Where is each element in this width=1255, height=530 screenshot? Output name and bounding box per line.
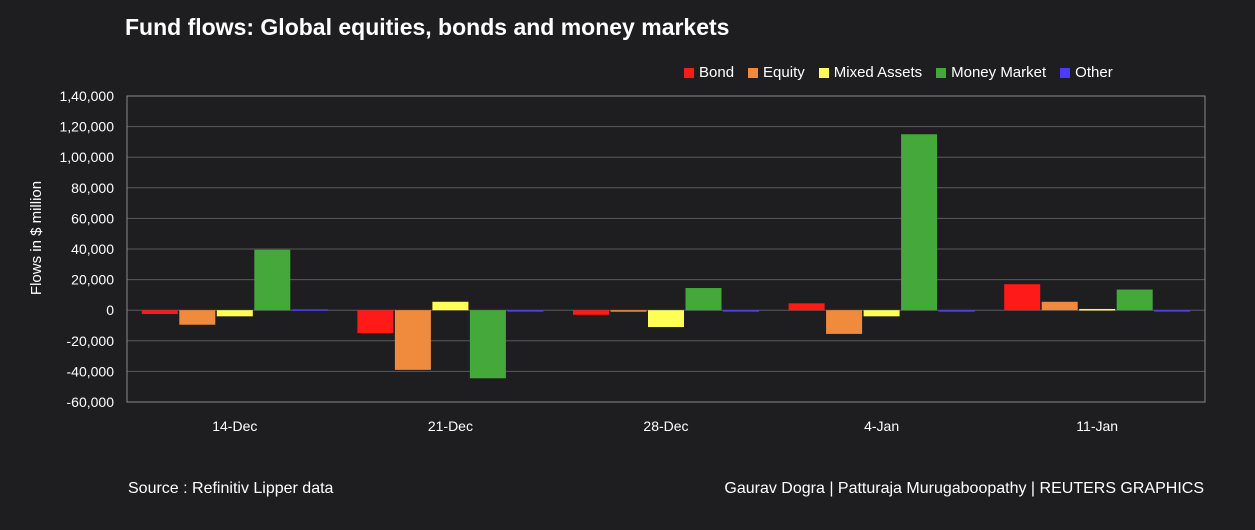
legend-item: Equity	[748, 64, 805, 81]
bar-equity	[179, 310, 216, 325]
y-tick-label: 1,20,000	[60, 119, 115, 135]
bar-money-market	[469, 310, 506, 379]
bar-equity	[610, 310, 647, 312]
legend-item: Mixed Assets	[818, 64, 923, 81]
bar-equity	[826, 310, 863, 334]
legend-swatch	[1060, 67, 1071, 78]
legend-label: Mixed Assets	[833, 64, 923, 81]
legend-item: Other	[1060, 64, 1113, 81]
legend-item: Bond	[684, 64, 734, 81]
y-tick-label: 1,40,000	[60, 88, 115, 104]
bar-mixed-assets	[863, 310, 900, 317]
legend-swatch	[936, 67, 947, 78]
bar-bond	[788, 303, 825, 311]
x-tick-label: 4-Jan	[864, 418, 899, 434]
bar-bond	[357, 310, 394, 334]
bar-money-market	[254, 249, 291, 311]
bar-equity	[394, 310, 431, 370]
source-note: Source : Refinitiv Lipper data	[128, 480, 334, 497]
x-tick-label: 21-Dec	[428, 418, 473, 434]
y-tick-label: -20,000	[67, 333, 115, 349]
bar-mixed-assets	[1079, 308, 1116, 311]
x-tick-label: 11-Jan	[1076, 418, 1118, 434]
chart-title: Fund flows: Global equities, bonds and m…	[125, 14, 730, 40]
legend-label: Other	[1075, 64, 1113, 81]
bar-bond	[573, 310, 609, 315]
y-tick-label: 40,000	[71, 241, 114, 257]
bar-mixed-assets	[216, 310, 253, 317]
y-tick-label: -60,000	[67, 394, 115, 410]
legend-item: Money Market	[936, 64, 1046, 81]
bar-other	[723, 310, 759, 312]
legend-label: Bond	[699, 64, 735, 81]
y-tick-label: 20,000	[71, 272, 114, 288]
y-tick-label: 1,00,000	[60, 149, 115, 165]
y-tick-label: 80,000	[71, 180, 114, 196]
bar-other	[1154, 310, 1191, 312]
chart-legend: Bond Equity Mixed Assets Money Market Other	[684, 64, 1127, 81]
bar-bond	[1004, 284, 1041, 311]
plot-border	[126, 95, 1206, 403]
legend-swatch	[818, 67, 829, 78]
credit-note: Gaurav Dogra | Patturaja Murugaboopathy …	[724, 480, 1204, 497]
y-axis-label: Flows in $ million	[28, 181, 45, 295]
x-tick-label: 14-Dec	[212, 418, 257, 434]
y-tick-label: -40,000	[67, 363, 115, 379]
bar-equity	[1041, 301, 1078, 311]
legend-swatch	[748, 67, 759, 78]
y-tick-label: 0	[106, 302, 114, 318]
bar-money-market	[685, 288, 722, 311]
bar-other	[938, 310, 975, 312]
bar-mixed-assets	[432, 301, 469, 311]
bar-money-market	[901, 134, 938, 311]
bar-other	[507, 310, 544, 312]
legend-label: Money Market	[951, 64, 1047, 81]
bar-mixed-assets	[648, 310, 684, 328]
bar-other	[291, 309, 328, 311]
bar-bond	[141, 310, 178, 315]
x-tick-label: 28-Dec	[643, 418, 688, 434]
legend-swatch	[684, 67, 694, 78]
legend-label: Equity	[763, 64, 805, 81]
bar-money-market	[1116, 289, 1153, 311]
y-tick-label: 60,000	[71, 210, 114, 226]
